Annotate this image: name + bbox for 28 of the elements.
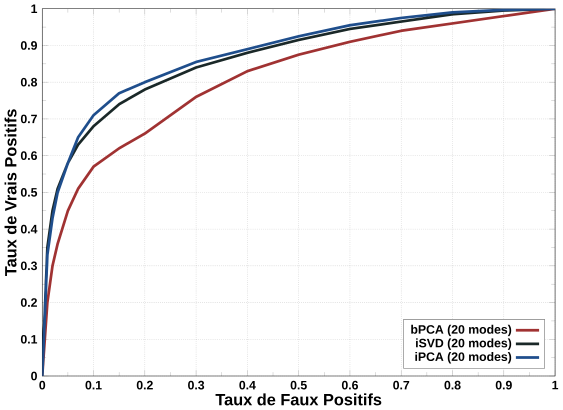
x-tick-label: 0.7 (393, 380, 410, 390)
x-tick-label: 0.3 (188, 380, 204, 390)
y-tick-label: 0.4 (20, 224, 38, 234)
x-axis-title: Taux de Faux Positifs (216, 393, 382, 406)
legend-label: iSVD (20 modes) (416, 338, 512, 350)
y-axis-title: Taux de Vrais Positifs (4, 109, 17, 276)
y-tick-label: 0.1 (20, 334, 38, 344)
x-tick-label: 0.5 (290, 380, 307, 390)
y-tick-label: 0.3 (20, 262, 37, 270)
y-tick-label: 0.9 (20, 41, 37, 50)
y-tick-label: 0.2 (20, 298, 37, 307)
x-tick-label: 0.6 (342, 380, 358, 390)
y-tick-label: 0.6 (20, 151, 37, 160)
legend-label: bPCA (20 modes) (411, 324, 512, 336)
y-tick-label: 0.8 (20, 78, 38, 87)
y-tick-label: 1 (31, 4, 38, 13)
x-tick-label: 0.1 (86, 380, 102, 390)
x-tick-label: 0 (39, 380, 46, 390)
legend-label: iPCA (20 modes) (415, 352, 512, 364)
y-tick-label: 0.7 (20, 114, 37, 124)
x-tick-label: 0.4 (239, 380, 256, 390)
x-tick-label: 0.2 (136, 380, 153, 390)
y-tick-label: 0 (31, 372, 37, 380)
x-tick-label: 0.9 (496, 380, 512, 390)
x-tick-label: 0.8 (444, 380, 461, 390)
line-series (42, 8, 556, 376)
y-tick-label: 0.5 (20, 188, 38, 197)
x-tick-label: 1 (552, 380, 558, 390)
